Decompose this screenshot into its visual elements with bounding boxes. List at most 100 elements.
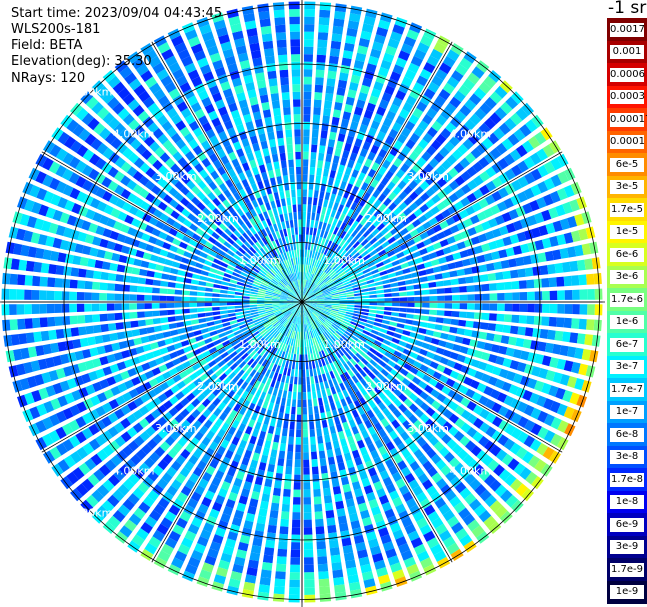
- range-gate-cell: [360, 333, 369, 339]
- range-gate-cell: [308, 338, 311, 347]
- range-gate-cell: [589, 241, 599, 254]
- range-gate-cell: [144, 295, 152, 301]
- range-gate-cell: [428, 281, 437, 288]
- range-gate-cell: [233, 268, 242, 274]
- range-gate-cell: [435, 114, 448, 126]
- range-gate-cell: [308, 414, 314, 422]
- range-gate-cell: [50, 250, 60, 262]
- range-gate-cell: [581, 243, 591, 256]
- range-gate-cell: [262, 486, 272, 495]
- range-gate-cell: [378, 360, 387, 368]
- range-gate-cell: [369, 294, 377, 298]
- range-gate-cell: [532, 328, 541, 338]
- range-gate-cell: [245, 375, 253, 384]
- range-gate-cell: [286, 312, 292, 319]
- range-gate-cell: [487, 218, 498, 228]
- range-gate-cell: [332, 302, 340, 304]
- range-gate-cell: [346, 269, 354, 276]
- range-gate-cell: [445, 122, 457, 134]
- range-gate-cell: [305, 242, 308, 250]
- range-gate-cell: [262, 554, 274, 564]
- range-gate-cell: [132, 170, 144, 182]
- range-gate-cell: [373, 376, 381, 386]
- range-gate-cell: [285, 220, 290, 229]
- range-gate-cell: [331, 562, 343, 571]
- range-gate-cell: [393, 332, 402, 339]
- range-gate-cell: [354, 296, 362, 299]
- range-gate-cell: [497, 293, 505, 301]
- range-gate-cell: [517, 176, 529, 188]
- range-gate-cell: [342, 111, 352, 121]
- range-gate-cell: [288, 159, 294, 168]
- range-ring-label: 1.00km: [323, 338, 365, 351]
- range-gate-cell: [335, 330, 343, 337]
- range-gate-cell: [225, 95, 236, 106]
- range-gate-cell: [293, 106, 301, 115]
- range-gate-cell: [265, 290, 274, 294]
- range-gate-cell: [476, 450, 488, 462]
- range-gate-cell: [283, 310, 291, 316]
- range-gate-cell: [287, 300, 295, 302]
- range-gate-cell: [212, 207, 221, 217]
- range-gate-cell: [137, 319, 146, 327]
- range-gate-cell: [350, 74, 361, 84]
- range-gate-cell: [324, 296, 332, 299]
- range-gate-cell: [366, 185, 375, 195]
- range-gate-cell: [264, 275, 272, 282]
- range-gate-cell: [464, 493, 477, 505]
- range-gate-cell: [467, 294, 475, 301]
- range-gate-cell: [152, 529, 165, 542]
- range-gate-cell: [482, 303, 490, 311]
- range-gate-cell: [106, 376, 117, 386]
- range-gate-cell: [71, 389, 82, 401]
- range-gate-cell: [346, 27, 358, 37]
- range-gate-cell: [414, 296, 423, 302]
- range-gate-cell: [272, 299, 280, 301]
- range-gate-cell: [230, 109, 241, 120]
- range-gate-cell: [277, 458, 285, 467]
- range-gate-cell: [253, 371, 261, 380]
- range-gate-cell: [311, 451, 318, 460]
- range-gate-cell: [261, 237, 268, 245]
- range-gate-cell: [378, 99, 389, 110]
- range-gate-cell: [197, 151, 207, 162]
- range-gate-cell: [140, 393, 150, 403]
- range-gate-cell: [219, 298, 227, 302]
- range-gate-cell: [322, 332, 329, 340]
- range-gate-cell: [410, 55, 423, 67]
- range-gate-cell: [48, 222, 59, 234]
- range-gate-cell: [343, 233, 350, 241]
- range-gate-cell: [257, 180, 264, 190]
- range-gate-cell: [101, 176, 112, 188]
- range-gate-cell: [233, 330, 242, 336]
- range-gate-cell: [264, 298, 273, 301]
- range-gate-cell: [403, 324, 412, 331]
- range-gate-cell: [211, 476, 222, 487]
- range-gate-cell: [392, 471, 402, 482]
- range-gate-cell: [210, 424, 220, 434]
- range-gate-cell: [370, 269, 379, 275]
- range-gate-cell: [305, 234, 309, 243]
- range-gate-cell: [121, 350, 131, 359]
- range-gate-cell: [145, 192, 156, 203]
- range-gate-cell: [157, 256, 166, 264]
- range-gate-cell: [296, 174, 302, 182]
- range-gate-cell: [399, 291, 407, 297]
- range-gate-cell: [466, 166, 478, 177]
- range-gate-cell: [317, 299, 325, 302]
- range-gate-cell: [283, 367, 288, 376]
- range-gate-cell: [306, 316, 310, 324]
- range-gate-cell: [227, 309, 236, 314]
- range-gate-cell: [128, 473, 140, 485]
- range-gate-cell: [342, 252, 350, 260]
- range-gate-cell: [462, 258, 471, 267]
- range-gate-cell: [298, 316, 301, 325]
- range-gate-cell: [319, 405, 325, 414]
- range-gate-cell: [162, 266, 172, 273]
- range-gate-cell: [516, 231, 527, 242]
- range-gate-cell: [249, 369, 257, 378]
- range-gate-cell: [586, 273, 595, 285]
- range-gate-cell: [548, 207, 559, 219]
- range-gate-cell: [337, 286, 345, 291]
- range-gate-cell: [426, 367, 436, 377]
